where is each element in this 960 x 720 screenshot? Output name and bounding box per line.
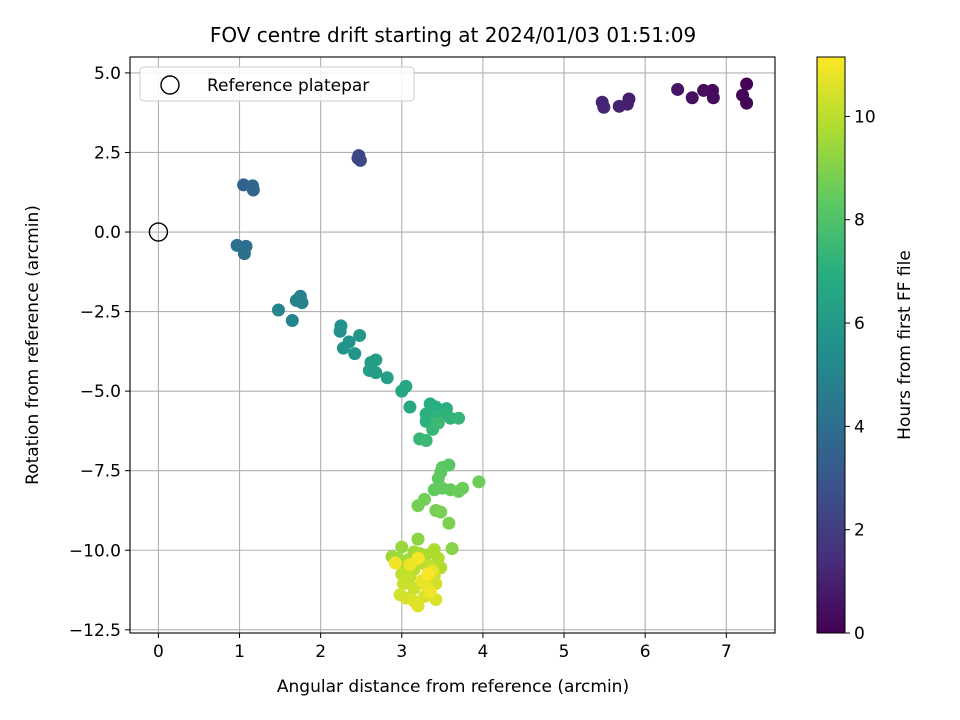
data-point [671,82,685,96]
data-point [411,499,425,513]
data-point [431,416,445,430]
data-point [423,585,437,599]
legend-marker-icon [160,75,180,95]
y-axis-label: Rotation from reference (arcmin) [23,205,43,485]
data-points [230,77,754,613]
colorbar-tick-label: 10 [854,107,876,127]
data-point [472,475,486,489]
data-point [369,353,383,367]
data-point [411,532,425,546]
legend: Reference platepar [139,66,415,102]
x-tick-label: 6 [640,642,651,662]
data-point [740,77,754,91]
data-point [246,183,260,197]
data-point [396,577,410,591]
y-tick-label: −5.0 [80,382,121,402]
chart-title: FOV centre drift starting at 2024/01/03 … [210,23,696,47]
x-tick-label: 3 [396,642,407,662]
data-point [407,581,421,595]
x-axis-ticks: 0 1 2 3 4 5 6 7 [153,633,732,662]
y-tick-label: 5.0 [94,64,121,84]
data-point [421,567,435,581]
data-point [685,91,699,105]
y-tick-label: 2.5 [94,143,121,163]
colorbar-label: Hours from first FF file [895,250,915,440]
colorbar-tick-label: 4 [854,417,865,437]
colorbar-tick-label: 8 [854,211,865,231]
data-point [348,347,362,361]
data-point [369,366,383,380]
data-point [452,411,466,425]
data-point [612,99,626,113]
data-point [336,341,350,355]
data-point [295,296,309,310]
y-tick-label: −2.5 [80,303,121,323]
data-point [395,540,409,554]
y-axis-ticks: 5.0 2.5 0.0 −2.5 −5.0 −7.5 −10.0 −12.5 [69,64,130,641]
legend-entry-reference: Reference platepar [207,76,369,96]
data-point [597,100,611,114]
legend-box [139,66,415,102]
data-point [434,505,448,519]
data-point [419,433,433,447]
data-point [237,247,251,261]
x-tick-label: 2 [315,642,326,662]
y-tick-label: −10.0 [69,541,121,561]
data-point [403,400,417,414]
colorbar-tick-label: 6 [854,314,865,334]
data-point [351,151,365,165]
colorbar-tick-label: 2 [854,521,865,541]
x-tick-label: 1 [234,642,245,662]
y-tick-label: −12.5 [69,621,121,641]
data-point [380,371,394,385]
reference-point-marker [148,222,169,242]
x-axis-label: Angular distance from reference (arcmin) [277,677,629,697]
y-tick-label: −7.5 [80,462,121,482]
data-point [445,542,459,556]
data-point [697,83,711,97]
data-point [442,516,456,530]
x-tick-label: 5 [559,642,570,662]
data-point [333,324,347,338]
data-point [706,91,720,105]
colorbar: 0 2 4 6 8 10 Hours from first FF file [816,56,915,644]
data-point [740,96,754,110]
data-point [411,551,425,565]
colorbar-tick-label: 0 [854,624,865,644]
colorbar-ticks: 0 2 4 6 8 10 [845,107,876,644]
x-tick-label: 0 [153,642,164,662]
data-point [411,599,425,613]
data-point [285,313,299,327]
y-tick-label: 0.0 [94,223,121,243]
data-point [271,303,285,317]
data-point [456,481,470,495]
grid [130,57,775,633]
data-point [353,328,367,342]
data-point [399,379,413,393]
plot-frame [129,56,776,634]
x-tick-label: 7 [721,642,732,662]
colorbar-gradient [816,56,846,634]
x-tick-label: 4 [478,642,489,662]
data-point [388,556,402,570]
